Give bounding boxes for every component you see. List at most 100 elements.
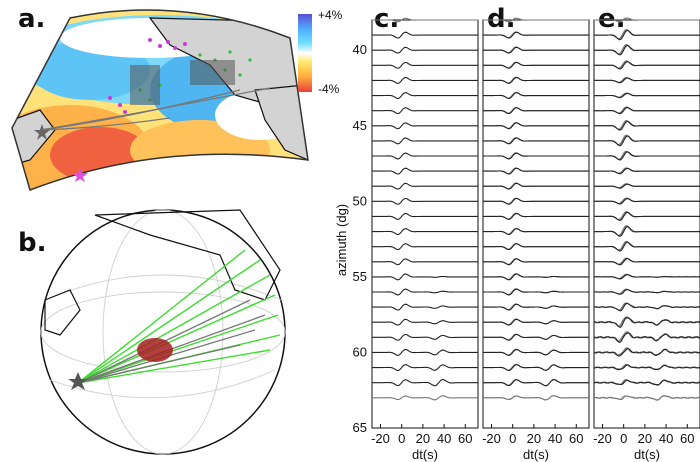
waveform-trace — [483, 273, 589, 280]
x-tick-label: 60 — [569, 431, 583, 446]
y-tick-label: 45 — [353, 118, 367, 133]
waveform-trace — [594, 119, 700, 130]
waveform-trace — [594, 44, 700, 55]
x-tick-label: 60 — [458, 431, 472, 446]
waveform-trace — [594, 167, 700, 174]
waveform-trace — [372, 61, 478, 69]
panel-label-d: d. — [487, 4, 516, 34]
waveform-trace — [483, 288, 589, 296]
waveform-trace — [483, 31, 589, 39]
waveform-trace — [483, 257, 589, 265]
waveform-trace — [594, 150, 700, 160]
waveform-trace — [594, 60, 700, 69]
y-tick-label: 40 — [353, 42, 367, 57]
x-tick-label: -20 — [593, 431, 612, 446]
waveform-trace — [372, 303, 478, 311]
waveform-trace — [483, 363, 589, 371]
waveform-trace — [372, 273, 478, 281]
x-tick-label: -20 — [482, 431, 501, 446]
y-axis-title: azimuth (dg) — [334, 204, 349, 276]
waveform-trace — [593, 330, 700, 342]
waveform-trace — [594, 240, 700, 251]
waveform-trace — [483, 152, 589, 160]
waveform-trace — [372, 333, 478, 341]
panel-label-e: e. — [598, 4, 626, 34]
waveform-trace — [593, 379, 700, 386]
x-tick-label: 40 — [437, 431, 451, 446]
colorbar-max-label: +4% — [318, 8, 343, 22]
waveform-trace — [593, 302, 700, 311]
waveform-trace — [372, 46, 478, 54]
waveform-trace — [372, 31, 478, 39]
waveform-trace — [594, 134, 700, 146]
waveform-trace — [372, 288, 478, 296]
waveform-trace — [483, 137, 589, 144]
colorbar-min-label: -4% — [318, 82, 340, 96]
panel-label-c: c. — [374, 4, 400, 34]
waveform-trace — [594, 183, 700, 189]
event-star-icon — [72, 168, 88, 182]
waveform-trace — [483, 227, 589, 235]
waveform-trace — [594, 225, 700, 236]
waveform-trace — [483, 46, 589, 54]
waveform-trace — [593, 363, 700, 371]
waveform-trace — [483, 395, 589, 401]
x-tick-label: 20 — [638, 431, 652, 446]
y-tick-label: 60 — [353, 344, 367, 359]
waveform-trace — [483, 242, 589, 250]
waveform-trace — [593, 273, 700, 279]
waveform-trace — [594, 29, 700, 40]
waveform-trace — [372, 258, 478, 266]
y-tick-label: 50 — [353, 193, 367, 208]
waveform-trace — [483, 106, 589, 114]
waveform-trace — [594, 257, 700, 265]
waveform-trace — [372, 137, 478, 145]
waveform-trace — [483, 333, 589, 341]
waveform-trace — [594, 92, 700, 98]
x-tick-label: 20 — [527, 431, 541, 446]
y-tick-label: 55 — [353, 269, 367, 284]
waveform-trace — [483, 378, 589, 387]
waveform-trace — [594, 288, 700, 295]
x-tick-label: 20 — [416, 431, 430, 446]
x-tick-label: 40 — [659, 431, 673, 446]
waveform-trace — [372, 197, 478, 205]
x-axis-title: dt(s) — [412, 447, 438, 462]
waveform-trace — [372, 122, 478, 130]
waveform-trace — [483, 318, 589, 326]
waveform-trace — [483, 182, 589, 190]
x-tick-label: 60 — [680, 431, 694, 446]
waveform-trace — [483, 197, 589, 205]
waveform-trace — [483, 61, 589, 69]
panel-label-a: a. — [18, 4, 46, 34]
waveform-trace — [372, 213, 478, 220]
waveform-trace — [483, 348, 589, 356]
x-tick-label: -20 — [371, 431, 390, 446]
waveform-trace — [372, 379, 478, 387]
waveform-trace — [372, 349, 478, 356]
source-star-icon — [34, 124, 50, 140]
x-tick-label: 0 — [509, 431, 516, 446]
waveform-trace — [483, 76, 589, 84]
x-tick-label: 40 — [548, 431, 562, 446]
waveform-trace — [372, 395, 478, 401]
waveform-trace — [594, 76, 700, 83]
x-axis-title: dt(s) — [634, 447, 660, 462]
waveform-trace — [593, 395, 700, 401]
waveform-trace — [372, 182, 478, 190]
waveform-trace — [372, 107, 478, 115]
waveform-trace — [593, 347, 700, 356]
x-axis-title: dt(s) — [523, 447, 549, 462]
waveform-trace — [372, 167, 478, 175]
waveform-trace — [483, 121, 589, 129]
waveform-trace — [372, 77, 478, 84]
waveform-trace — [593, 316, 700, 327]
waveform-trace — [372, 318, 478, 326]
waveform-trace — [594, 17, 700, 22]
x-tick-label: 0 — [620, 431, 627, 446]
waveform-trace — [483, 17, 589, 23]
waveform-trace — [483, 167, 589, 175]
waveform-trace — [372, 92, 478, 99]
